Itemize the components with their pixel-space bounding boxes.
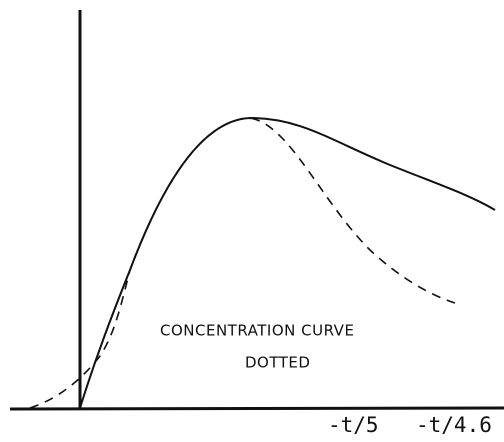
axis-label: -t/5 xyxy=(328,413,379,437)
horizontal-axis xyxy=(9,406,504,411)
axis-label: -t/4.6 xyxy=(416,413,492,437)
annotation: CONCENTRATION CURVE xyxy=(160,322,354,340)
dotted-curve xyxy=(29,117,456,409)
annotation: DOTTED xyxy=(245,354,310,372)
